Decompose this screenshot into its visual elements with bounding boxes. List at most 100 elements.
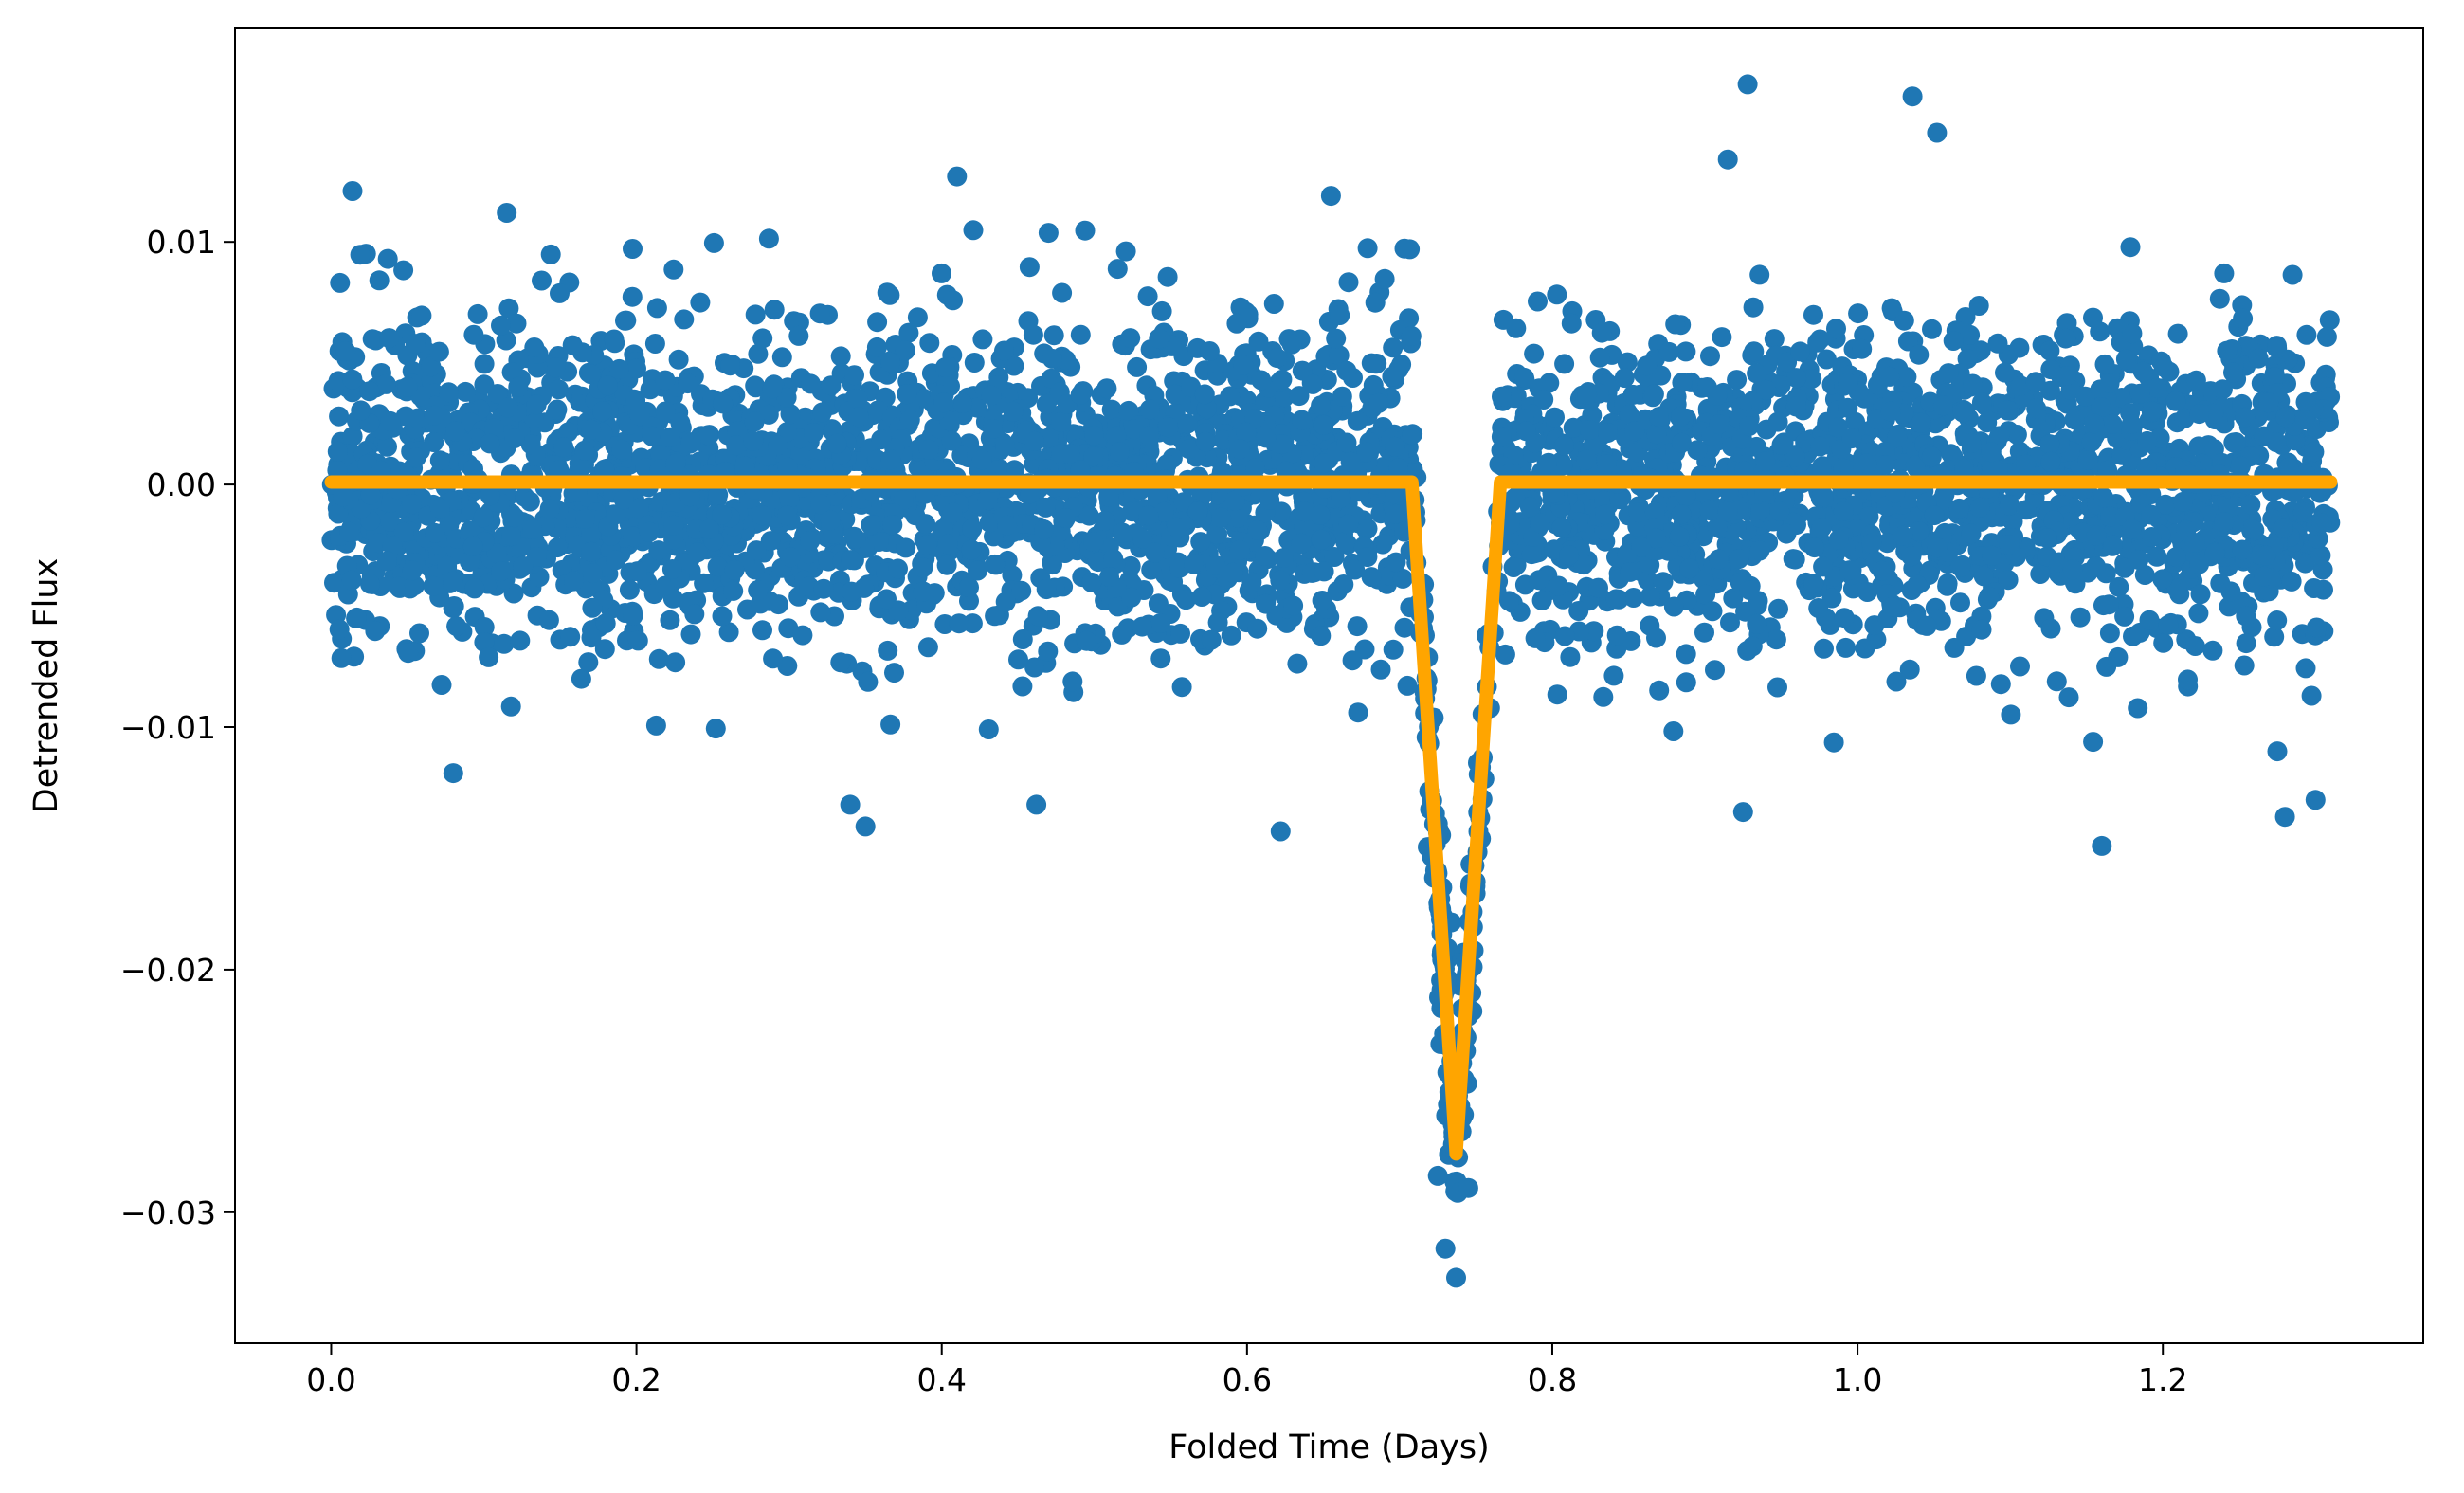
scatter-point <box>1051 411 1072 432</box>
scatter-point <box>1248 331 1269 352</box>
y-tick-label: −0.02 <box>120 952 216 989</box>
scatter-point <box>2040 359 2061 380</box>
scatter-point <box>1833 501 1854 521</box>
scatter-point <box>1968 296 1989 316</box>
scatter-point <box>1990 674 2011 695</box>
scatter-point <box>1491 427 1512 447</box>
scatter-point <box>1596 454 1617 474</box>
scatter-point <box>513 555 534 576</box>
scatter-point <box>377 248 398 269</box>
scatter-point <box>406 447 426 468</box>
scatter-point <box>655 401 676 422</box>
scatter-point <box>1679 558 1700 579</box>
scatter-point <box>734 456 755 477</box>
scatter-point <box>474 617 495 637</box>
scatter-point <box>1922 319 1942 339</box>
scatter-point <box>581 541 601 562</box>
scatter-point <box>1712 327 1732 348</box>
scatter-point <box>1145 542 1166 563</box>
scatter-point <box>2084 413 2105 434</box>
scatter-point <box>1314 561 1334 582</box>
scatter-point <box>1676 485 1696 506</box>
scatter-point <box>428 341 449 362</box>
scatter-point <box>777 457 798 478</box>
scatter-point <box>1857 453 1877 474</box>
scatter-point <box>408 408 428 428</box>
scatter-point <box>539 499 560 519</box>
scatter-point <box>1458 1177 1478 1198</box>
scatter-point <box>1138 505 1159 526</box>
scatter-point <box>1669 526 1690 547</box>
scatter-point <box>942 502 963 523</box>
scatter-point <box>1365 292 1386 313</box>
scatter-point <box>1593 686 1614 707</box>
scatter-point <box>826 433 847 454</box>
scatter-point <box>581 419 602 440</box>
scatter-point <box>642 426 662 446</box>
scatter-point <box>1783 549 1803 570</box>
scatter-point <box>1267 348 1288 369</box>
scatter-point <box>1274 548 1294 569</box>
scatter-point <box>1199 341 1220 361</box>
scatter-point <box>1809 436 1830 457</box>
scatter-point <box>467 303 488 324</box>
scatter-point <box>1622 384 1643 405</box>
scatter-point <box>615 310 635 331</box>
scatter-point <box>464 578 485 599</box>
scatter-point <box>526 394 547 415</box>
scatter-point <box>847 389 868 410</box>
scatter-point <box>727 421 748 442</box>
scatter-point <box>1658 540 1678 561</box>
scatter-point <box>994 340 1014 361</box>
scatter-point <box>1737 74 1758 95</box>
scatter-point <box>1060 444 1080 464</box>
scatter-point <box>1644 501 1665 522</box>
scatter-point <box>608 358 629 379</box>
scatter-point <box>2006 425 2027 445</box>
scatter-point <box>1241 572 1262 592</box>
scatter-point <box>1292 410 1313 430</box>
scatter-point <box>2062 559 2083 580</box>
scatter-point <box>752 505 772 526</box>
scatter-point <box>1909 521 1930 541</box>
scatter-point <box>1167 517 1187 537</box>
scatter-point <box>2166 578 2187 599</box>
scatter-point <box>1640 555 1660 575</box>
scatter-point <box>2100 506 2121 527</box>
scatter-point <box>871 429 892 450</box>
scatter-point <box>690 292 711 313</box>
scatter-point <box>1388 458 1408 479</box>
scatter-point <box>1766 629 1786 650</box>
scatter-point <box>963 220 984 241</box>
scatter-point <box>1024 657 1045 678</box>
scatter-point <box>2122 323 2143 344</box>
scatter-point <box>1828 417 1849 438</box>
scatter-point <box>2030 564 2051 584</box>
scatter-point <box>1356 519 1377 540</box>
scatter-point <box>2128 698 2148 719</box>
scatter-point <box>1979 586 2000 607</box>
scatter-point <box>2234 655 2255 676</box>
scatter-point <box>1729 549 1749 570</box>
scatter-point <box>648 648 669 669</box>
scatter-point <box>623 606 643 627</box>
scatter-point <box>1043 325 1064 346</box>
y-tick-label: 0.01 <box>147 224 216 261</box>
scatter-point <box>2147 546 2167 567</box>
scatter-point <box>1672 373 1693 393</box>
scatter-point <box>398 643 419 664</box>
scatter-point <box>1588 577 1608 598</box>
scatter-point <box>1530 513 1550 534</box>
scatter-point <box>1932 395 1953 416</box>
scatter-point <box>2039 340 2060 361</box>
scatter-point <box>1786 368 1807 389</box>
scatter-point <box>1700 346 1720 367</box>
scatter-point <box>1624 421 1645 442</box>
scatter-point <box>2121 414 2142 434</box>
scatter-point <box>626 358 646 379</box>
scatter-point <box>2310 545 2331 566</box>
scatter-point <box>594 639 615 660</box>
scatter-point <box>1699 501 1720 521</box>
scatter-point <box>562 335 583 355</box>
scatter-point <box>1213 429 1234 450</box>
